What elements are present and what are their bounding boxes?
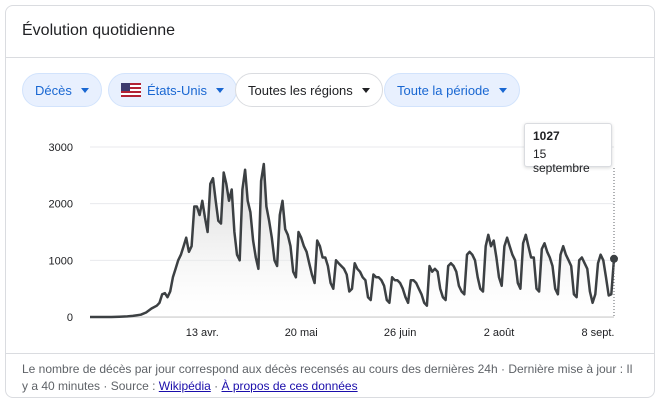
- metric-dropdown-label: Décès: [35, 82, 72, 98]
- x-tick-label: 20 mai: [285, 327, 318, 339]
- footer-separator: ·: [214, 379, 219, 393]
- footer-updated: Dernière mise à jour : Il y a 40 minutes: [22, 362, 633, 393]
- footer-source-label: Source :: [110, 379, 156, 393]
- daily-deaths-chart[interactable]: 0 1000 2000 3000 13 avr. 20 mai 26 juin 2 août 8…: [6, 116, 655, 351]
- footer-divider: [6, 353, 654, 354]
- daily-evolution-card: Évolution quotidienne Décès États-Unis T…: [5, 5, 655, 398]
- series-line: [90, 162, 616, 319]
- period-dropdown-label: Toute la période: [397, 82, 490, 98]
- period-dropdown[interactable]: Toute la période: [384, 73, 520, 107]
- caret-down-icon: [498, 87, 507, 93]
- tooltip-date: 15 septembre: [533, 147, 590, 175]
- tooltip-value: 1027: [533, 129, 560, 143]
- caret-down-icon: [215, 87, 224, 93]
- x-tick-label: 26 juin: [384, 327, 416, 339]
- x-tick-label: 2 août: [484, 327, 515, 339]
- y-tick-label: 3000: [49, 142, 73, 154]
- caret-down-icon: [361, 87, 370, 93]
- footer-separator: ·: [103, 379, 108, 393]
- footer-note: Le nombre de décès par jour correspond a…: [22, 361, 637, 395]
- y-tick-label: 1000: [49, 255, 73, 267]
- y-tick-label: 2000: [49, 199, 73, 211]
- x-tick-label: 8 sept.: [581, 327, 614, 339]
- region-dropdown[interactable]: Toutes les régions: [235, 73, 383, 107]
- country-dropdown-label: États-Unis: [147, 82, 207, 98]
- hover-point[interactable]: [610, 254, 618, 263]
- y-tick-label: 0: [67, 312, 73, 324]
- x-tick-label: 13 avr.: [186, 327, 219, 339]
- about-data-link[interactable]: À propos de ces données: [221, 379, 358, 393]
- footer-description: Le nombre de décès par jour correspond a…: [22, 362, 498, 376]
- source-link[interactable]: Wikipédia: [158, 379, 211, 393]
- series-area: [90, 164, 614, 317]
- header-divider: [6, 57, 654, 58]
- card-title: Évolution quotidienne: [22, 22, 176, 39]
- chart-tooltip: 1027 15 septembre: [524, 123, 612, 175]
- caret-down-icon: [80, 87, 89, 93]
- footer-separator: ·: [500, 362, 505, 376]
- us-flag-icon: [121, 83, 141, 97]
- region-dropdown-label: Toutes les régions: [248, 82, 353, 98]
- metric-dropdown[interactable]: Décès: [22, 73, 102, 107]
- country-dropdown[interactable]: États-Unis: [108, 73, 237, 107]
